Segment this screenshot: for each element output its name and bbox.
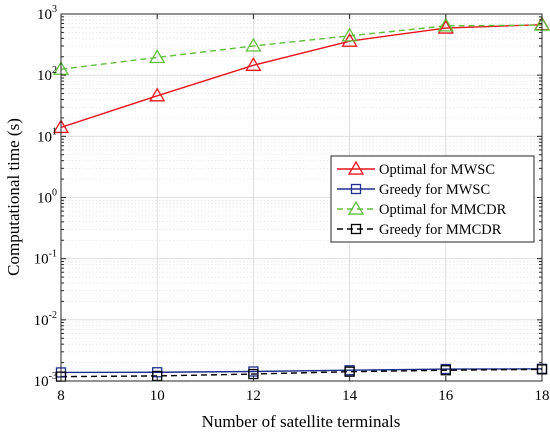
y-tick-label: 102	[37, 65, 57, 84]
y-tick-exponent: 1	[52, 126, 57, 137]
legend-box	[330, 155, 535, 243]
x-tick-label: 10	[150, 388, 165, 404]
y-tick-base: 10	[34, 374, 49, 390]
y-tick-base: 10	[34, 252, 49, 268]
x-tick-label: 8	[57, 388, 65, 404]
legend-marker	[350, 223, 362, 235]
y-tick-base: 10	[37, 129, 52, 145]
y-tick-label: 10-1	[34, 249, 57, 268]
y-tick-label: 10-2	[34, 310, 57, 329]
x-tick-label: 14	[342, 388, 358, 404]
data-point-series-4	[440, 365, 451, 376]
data-point-series-3	[245, 37, 262, 52]
y-tick-label: 101	[37, 126, 57, 145]
data-point-series-1	[341, 32, 358, 47]
y-tick-exponent: 0	[52, 188, 57, 199]
legend-marker	[347, 160, 365, 175]
y-tick-base: 10	[37, 7, 52, 23]
y-tick-exponent: -3	[49, 371, 57, 382]
data-point-series-1	[149, 87, 166, 102]
legend: Optimal for MWSC Greedy for MWSC Optimal f…	[330, 155, 535, 243]
y-tick-label: 103	[37, 4, 57, 23]
legend-entry: Greedy for MWSC	[379, 182, 490, 198]
y-tick-exponent: 2	[52, 65, 57, 76]
series-line-1	[60, 23, 543, 129]
y-tick-exponent: -2	[49, 310, 57, 321]
x-tick-labels: 8 10 12 14 16 18	[57, 388, 549, 404]
legend-marker	[347, 200, 365, 215]
y-tick-exponent: 3	[52, 4, 57, 15]
data-point-series-3	[437, 17, 454, 32]
data-point-series-1	[245, 57, 262, 71]
y-tick-label: 10-3	[34, 371, 57, 390]
y-tick-exponent: -1	[49, 249, 57, 260]
x-tick-label: 18	[535, 388, 550, 404]
series-line-2	[60, 368, 543, 374]
y-axis-label: Computational time (s)	[4, 118, 23, 276]
x-axis-label: Number of satellite terminals	[202, 412, 401, 431]
series-line-4	[60, 368, 543, 378]
series-lines	[60, 23, 543, 378]
data-point-series-1	[437, 19, 454, 34]
ticks	[60, 13, 543, 382]
legend-entry: Greedy for MMCDR	[379, 222, 502, 238]
legend-entry: Optimal for MMCDR	[379, 202, 507, 218]
y-tick-base: 10	[37, 68, 52, 84]
x-tick-label: 16	[438, 388, 454, 404]
data-point-series-3	[149, 49, 166, 64]
data-point-series-3	[341, 27, 358, 42]
legend-marker	[350, 183, 362, 195]
x-tick-label: 12	[246, 388, 261, 404]
y-tick-base: 10	[34, 313, 49, 329]
series-line-3	[60, 24, 543, 70]
legend-entry: Optimal for MWSC	[379, 162, 495, 178]
y-tick-base: 10	[37, 191, 52, 207]
y-tick-label: 100	[37, 188, 57, 207]
